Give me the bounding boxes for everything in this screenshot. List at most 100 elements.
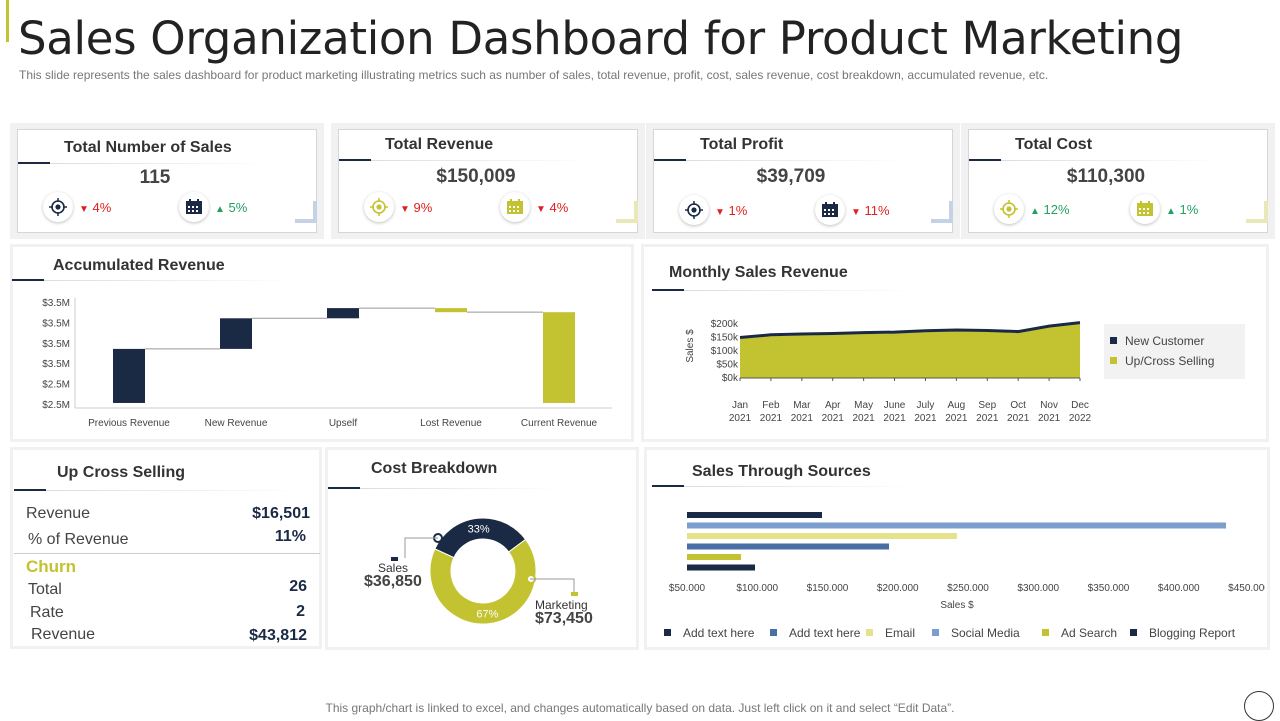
source-bar — [687, 512, 822, 518]
accumulated-underline — [12, 279, 44, 281]
acc-bar — [543, 312, 575, 403]
source-legend-item: Social Media — [932, 626, 1020, 640]
source-xtick: $100.000 — [736, 583, 778, 594]
ms-xlabel-year: 2021 — [945, 413, 968, 424]
ms-xlabel-year: 2021 — [822, 413, 845, 424]
ms-xlabel-month: Nov — [1040, 400, 1058, 411]
kpi-delta-value: 1% — [728, 203, 748, 218]
kpi-delta-value: 5% — [228, 200, 248, 215]
ms-xlabel-month: Sep — [978, 400, 996, 411]
arrow-down-icon: ▼ — [400, 204, 410, 215]
acc-bar — [220, 318, 252, 349]
upcross-revenue-value: $16,501 — [252, 505, 310, 522]
ms-line-new-customer — [739, 321, 1081, 339]
source-xtick: $50.000 — [669, 583, 706, 594]
nav-circle-button[interactable] — [1244, 691, 1274, 721]
acc-ytick: $3.5M — [42, 339, 70, 350]
kpi-underline — [18, 162, 50, 164]
ms-xlabel-year: 2021 — [914, 413, 937, 424]
ms-xlabel-month: May — [854, 400, 873, 411]
ms-xlabel-month: Feb — [762, 400, 780, 411]
ms-xlabel-year: 2021 — [760, 413, 783, 424]
arrow-up-icon: ▲ — [1166, 206, 1176, 217]
sources-xlabel: Sales $ — [940, 600, 974, 611]
upcross-divider — [14, 553, 320, 554]
ms-xlabel-year: 2022 — [1069, 413, 1092, 424]
kpi-value: $150,009 — [436, 166, 516, 187]
ms-ytick: $200k — [711, 319, 739, 330]
source-bar — [687, 543, 889, 550]
kpi-card-4 — [961, 123, 1275, 239]
kpi-card-3 — [646, 123, 960, 239]
source-bar — [687, 554, 741, 560]
kpi-delta-up: ▲ 5% — [215, 200, 247, 215]
kpi-corner-decoration — [616, 201, 638, 223]
sources-legend: Add text here Add text here Email Social Me… — [660, 626, 1260, 644]
cost-breakdown-chart: 33% 67% — [391, 517, 578, 625]
kpi-delta-down: ▼ 11% — [851, 203, 890, 218]
sources-underline — [652, 485, 684, 487]
upcross-pct-value: 11% — [274, 528, 306, 545]
kpi-corner-decoration — [931, 201, 953, 223]
ms-xlabel-year: 2021 — [1007, 413, 1030, 424]
arrow-up-icon: ▲ — [215, 204, 225, 215]
kpi-delta-value: 1% — [1179, 202, 1199, 217]
footer-note: This graph/chart is linked to excel, and… — [325, 701, 955, 715]
ms-xlabel-month: Jan — [732, 400, 748, 411]
upcross-revenue-label: Revenue — [26, 505, 91, 522]
cost-underline — [328, 487, 360, 489]
kpi-title: Total Number of Sales — [64, 139, 232, 156]
acc-ytick: $2.5M — [42, 380, 70, 391]
kpi-delta-value: 4% — [549, 200, 569, 215]
ms-xlabel-year: 2021 — [791, 413, 814, 424]
source-legend-item: Blogging Report — [1130, 626, 1235, 640]
calendar-icon — [1130, 194, 1160, 224]
calendar-icon — [500, 192, 530, 222]
ms-ytick: $150k — [711, 333, 739, 344]
accumulated-revenue-panel — [10, 244, 634, 442]
ms-xlabel-year: 2021 — [853, 413, 876, 424]
ms-xlabel-month: Dec — [1071, 400, 1089, 411]
monthly-sales-title: Monthly Sales Revenue — [669, 264, 848, 281]
ms-xlabel-year: 2021 — [1038, 413, 1061, 424]
source-bar — [687, 564, 755, 571]
ms-xlabel-year: 2021 — [883, 413, 906, 424]
kpi-corner-decoration — [295, 201, 317, 223]
ms-ytick: $50k — [716, 360, 739, 371]
kpi-delta-value: 4% — [92, 200, 112, 215]
monthly-legend: New Customer Up/Cross Selling — [1104, 324, 1245, 379]
ms-xlabel-month: Oct — [1010, 400, 1026, 411]
source-legend-item: Add text here — [664, 626, 754, 640]
calendar-icon — [179, 192, 209, 222]
acc-xlabel: Upself — [329, 418, 358, 429]
kpi-delta-down: ▼ 4% — [536, 200, 568, 215]
source-bar — [687, 522, 1226, 529]
source-xtick: $300.000 — [1017, 583, 1059, 594]
source-xtick: $250.000 — [947, 583, 989, 594]
kpi-title: Total Profit — [700, 136, 784, 153]
up-cross-underline — [14, 489, 46, 491]
churn-total-label: Total — [28, 581, 62, 598]
page-subtitle: This slide represents the sales dashboar… — [19, 68, 1049, 82]
ms-ytick: $100k — [711, 346, 739, 357]
cost-breakdown-title: Cost Breakdown — [371, 460, 498, 477]
marketing-slice-label: Marketing — [535, 598, 588, 612]
monthly-ylabel: Sales $ — [685, 329, 696, 363]
acc-xlabel: Previous Revenue — [88, 418, 170, 429]
kpi-value: $39,709 — [756, 166, 826, 187]
source-legend-item: Ad Search — [1042, 626, 1117, 640]
acc-ytick: $2.5M — [42, 400, 70, 411]
sales-slice-label: Sales — [378, 561, 409, 575]
up-cross-selling-panel — [10, 447, 322, 649]
acc-ytick: $3.5M — [42, 318, 70, 329]
kpi-delta-up: ▲ 1% — [1166, 202, 1198, 217]
acc-bar — [327, 308, 359, 319]
source-xtick: $200.000 — [877, 583, 919, 594]
donut-slice-marketing — [429, 538, 537, 625]
page-title: Sales Organization Dashboard for Product… — [18, 12, 1184, 65]
kpi-value: 115 — [139, 167, 171, 188]
target-icon — [43, 192, 73, 222]
arrow-down-icon: ▼ — [851, 207, 861, 218]
churn-total-value: 26 — [289, 578, 307, 595]
acc-xlabel: Lost Revenue — [420, 418, 482, 429]
